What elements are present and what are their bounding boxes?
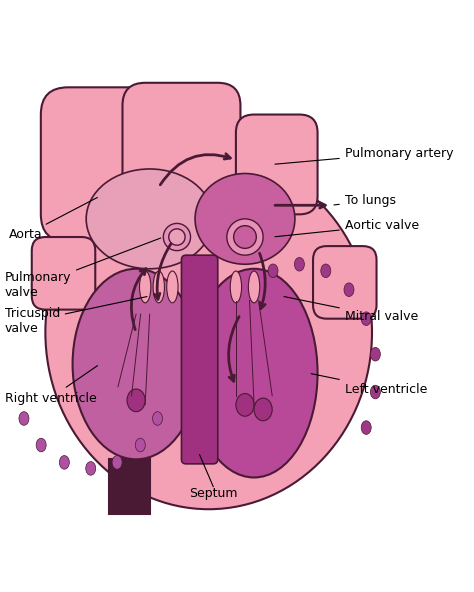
Ellipse shape bbox=[230, 271, 242, 303]
FancyBboxPatch shape bbox=[236, 114, 318, 214]
Text: Left ventricle: Left ventricle bbox=[311, 374, 427, 395]
Ellipse shape bbox=[59, 456, 69, 469]
Text: To lungs: To lungs bbox=[334, 194, 396, 207]
Text: Pulmonary artery: Pulmonary artery bbox=[275, 147, 453, 164]
Text: Mitral valve: Mitral valve bbox=[284, 297, 418, 323]
Ellipse shape bbox=[321, 264, 331, 278]
Ellipse shape bbox=[370, 348, 380, 361]
Ellipse shape bbox=[153, 411, 163, 425]
Ellipse shape bbox=[135, 438, 146, 452]
Text: Aorta: Aorta bbox=[9, 198, 97, 242]
Ellipse shape bbox=[195, 173, 295, 264]
Ellipse shape bbox=[46, 155, 372, 509]
Ellipse shape bbox=[86, 462, 96, 475]
Ellipse shape bbox=[236, 394, 254, 416]
FancyBboxPatch shape bbox=[41, 87, 159, 242]
Ellipse shape bbox=[370, 385, 380, 399]
Text: Septum: Septum bbox=[189, 487, 237, 500]
Ellipse shape bbox=[36, 438, 46, 452]
Text: Pulmonary
valve: Pulmonary valve bbox=[5, 238, 161, 298]
Ellipse shape bbox=[191, 269, 318, 478]
Text: Aortic valve: Aortic valve bbox=[275, 219, 419, 237]
Ellipse shape bbox=[248, 271, 260, 303]
FancyBboxPatch shape bbox=[182, 255, 218, 464]
Ellipse shape bbox=[86, 169, 213, 269]
Ellipse shape bbox=[112, 456, 122, 469]
Ellipse shape bbox=[167, 271, 178, 303]
Text: Right ventricle: Right ventricle bbox=[5, 366, 98, 404]
Ellipse shape bbox=[19, 411, 29, 425]
Ellipse shape bbox=[361, 312, 371, 326]
Ellipse shape bbox=[73, 269, 200, 459]
Ellipse shape bbox=[153, 271, 164, 303]
FancyBboxPatch shape bbox=[313, 246, 376, 318]
FancyBboxPatch shape bbox=[32, 237, 95, 310]
Bar bbox=[109, 459, 150, 514]
Ellipse shape bbox=[127, 389, 145, 411]
Ellipse shape bbox=[294, 258, 304, 271]
Ellipse shape bbox=[344, 283, 354, 297]
Ellipse shape bbox=[361, 421, 371, 435]
FancyBboxPatch shape bbox=[122, 83, 240, 219]
Ellipse shape bbox=[139, 271, 151, 303]
Text: Tricuspid
valve: Tricuspid valve bbox=[5, 297, 147, 335]
Ellipse shape bbox=[268, 264, 278, 278]
Ellipse shape bbox=[254, 398, 272, 421]
